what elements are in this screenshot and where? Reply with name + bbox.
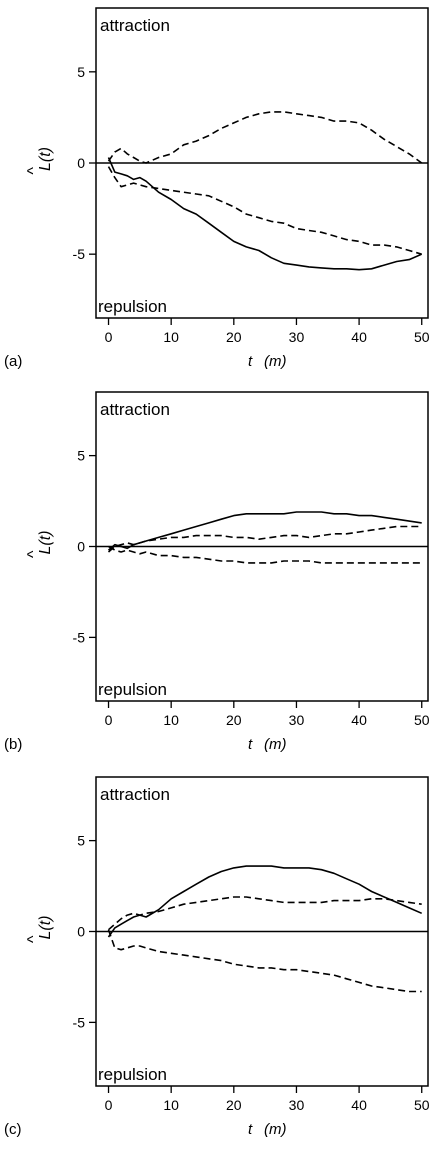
x-tick-label: 10: [163, 1097, 179, 1113]
y-tick-label: 5: [77, 833, 85, 849]
repulsion-label: repulsion: [98, 1065, 167, 1084]
x-tick-label: 50: [414, 712, 430, 728]
x-tick-label: 20: [226, 1097, 242, 1113]
x-tick-label: 20: [226, 329, 242, 345]
y-tick-label: -5: [73, 1014, 86, 1030]
x-tick-label: 30: [289, 329, 305, 345]
observed-line: [107, 511, 422, 551]
y-tick-label: 0: [77, 924, 85, 940]
x-axis-label: t: [248, 353, 253, 370]
y-axis-label: L(t): [37, 147, 54, 171]
panel-label: (a): [4, 353, 22, 370]
envelope-line-2: [108, 545, 422, 564]
x-tick-label: 0: [105, 712, 113, 728]
panel-label: (c): [4, 1121, 22, 1138]
attraction-label: attraction: [100, 400, 170, 419]
y-axis-hat: ^: [25, 167, 42, 175]
x-tick-label: 0: [105, 1097, 113, 1113]
x-axis-unit: (m): [264, 353, 287, 370]
y-tick-label: 0: [77, 155, 85, 171]
repulsion-label: repulsion: [98, 680, 167, 699]
envelope-line-2: [107, 929, 422, 993]
x-tick-label: 40: [351, 712, 367, 728]
x-tick-label: 10: [163, 329, 179, 345]
y-axis-hat: ^: [25, 550, 42, 558]
envelope-line-1: [107, 166, 422, 255]
y-axis-label: L(t): [37, 531, 54, 555]
panel-label: (b): [4, 736, 22, 753]
x-tick-label: 40: [351, 1097, 367, 1113]
x-tick-label: 30: [289, 1097, 305, 1113]
envelope-line-2: [107, 111, 423, 164]
x-tick-label: 50: [414, 1097, 430, 1113]
x-tick-label: 50: [414, 329, 430, 345]
y-axis-hat: ^: [25, 935, 42, 943]
y-axis-label: L(t): [37, 916, 54, 940]
y-tick-label: -5: [73, 629, 86, 645]
x-tick-label: 20: [226, 712, 242, 728]
attraction-label: attraction: [100, 16, 170, 35]
observed-line: [107, 865, 423, 938]
x-tick-label: 10: [163, 712, 179, 728]
x-axis-unit: (m): [264, 1121, 287, 1138]
y-tick-label: 5: [77, 448, 85, 464]
envelope-line-1: [107, 896, 422, 931]
observed-line: [107, 157, 423, 271]
x-axis-unit: (m): [264, 736, 287, 753]
y-tick-label: 0: [77, 539, 85, 555]
envelope-line-1: [107, 525, 422, 553]
x-axis-label: t: [248, 736, 253, 753]
x-tick-label: 30: [289, 712, 305, 728]
x-tick-label: 0: [105, 329, 113, 345]
y-tick-label: 5: [77, 64, 85, 80]
x-axis-label: t: [248, 1121, 253, 1138]
attraction-label: attraction: [100, 785, 170, 804]
repulsion-label: repulsion: [98, 297, 167, 316]
x-tick-label: 40: [351, 329, 367, 345]
y-tick-label: -5: [73, 246, 86, 262]
